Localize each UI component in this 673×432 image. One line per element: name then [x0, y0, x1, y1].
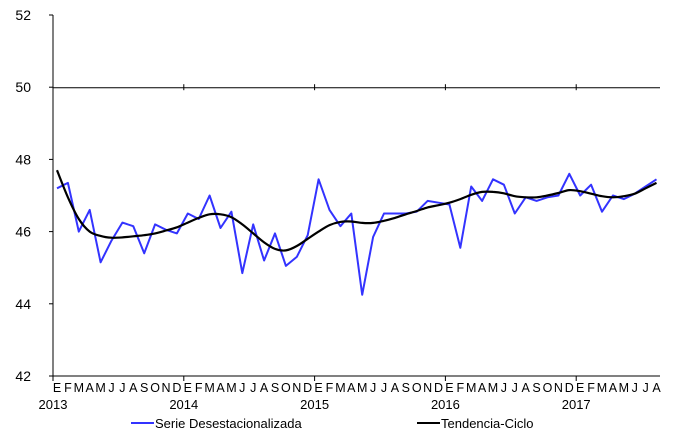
x-month-label: E — [53, 381, 61, 395]
x-axis-ticks — [52, 84, 577, 381]
x-month-label: J — [370, 381, 376, 395]
y-tick-label: 48 — [15, 151, 31, 167]
x-month-label: O — [281, 381, 291, 395]
x-month-label: D — [172, 381, 181, 395]
x-month-label: M — [597, 381, 607, 395]
x-month-label: M — [226, 381, 236, 395]
x-month-label: N — [423, 381, 432, 395]
x-month-label: J — [642, 381, 648, 395]
y-tick-label: 46 — [15, 224, 31, 240]
series-line-serie-desestacionalizada — [56, 172, 658, 296]
x-month-label: O — [543, 381, 553, 395]
x-month-label: J — [108, 381, 114, 395]
y-tick-label: 42 — [15, 368, 31, 384]
x-month-label: N — [292, 381, 301, 395]
x-year-label: 2016 — [431, 397, 460, 412]
x-month-label: M — [74, 381, 84, 395]
series-layer — [55, 169, 658, 296]
series-line-tendencia-ciclo — [55, 169, 657, 252]
x-month-label: D — [303, 381, 312, 395]
y-tick-label: 44 — [15, 296, 31, 312]
x-month-label: J — [381, 381, 387, 395]
plot-area — [52, 15, 660, 377]
x-month-label: O — [150, 381, 160, 395]
x-month-label: D — [565, 381, 574, 395]
x-month-label: F — [195, 381, 203, 395]
x-month-label: M — [357, 381, 367, 395]
x-month-label: N — [554, 381, 563, 395]
x-month-label: M — [204, 381, 214, 395]
x-month-label: E — [184, 381, 192, 395]
x-month-label: E — [314, 381, 322, 395]
x-month-label: A — [522, 381, 531, 395]
x-month-label: A — [129, 381, 138, 395]
x-month-label: A — [478, 381, 487, 395]
x-month-label: J — [632, 381, 638, 395]
x-month-label: J — [501, 381, 507, 395]
x-month-label: A — [347, 381, 356, 395]
x-month-label: S — [402, 381, 410, 395]
y-tick-label: 52 — [15, 7, 31, 23]
x-year-label: 2015 — [300, 397, 329, 412]
x-month-label: A — [391, 381, 400, 395]
legend-label-tendencia: Tendencia-Ciclo — [441, 416, 534, 431]
x-month-label: M — [619, 381, 629, 395]
x-month-label: F — [326, 381, 334, 395]
y-axis-ticks: 42 44 46 48 50 52 — [15, 7, 53, 384]
x-month-label: O — [412, 381, 422, 395]
x-month-label: F — [587, 381, 595, 395]
x-year-label: 2017 — [562, 397, 591, 412]
x-year-label: 2013 — [39, 397, 68, 412]
x-month-label: A — [260, 381, 269, 395]
x-month-label: S — [532, 381, 540, 395]
legend-label-serie: Serie Desestacionalizada — [155, 416, 302, 431]
x-month-label: A — [609, 381, 618, 395]
x-month-label: M — [466, 381, 476, 395]
x-month-label: E — [576, 381, 584, 395]
x-month-label: E — [445, 381, 453, 395]
x-month-label: A — [216, 381, 225, 395]
x-month-label: J — [239, 381, 245, 395]
x-month-label: A — [86, 381, 95, 395]
x-month-label: A — [652, 381, 661, 395]
x-month-label: S — [271, 381, 279, 395]
y-tick-label: 50 — [15, 79, 31, 95]
x-month-label: J — [512, 381, 518, 395]
x-month-label: D — [434, 381, 443, 395]
x-month-label: F — [456, 381, 464, 395]
x-month-label: J — [250, 381, 256, 395]
legend: Serie Desestacionalizada Tendencia-Ciclo — [131, 416, 534, 431]
x-month-label: M — [95, 381, 105, 395]
x-month-label: F — [64, 381, 72, 395]
x-month-label: S — [140, 381, 148, 395]
x-month-label: M — [488, 381, 498, 395]
x-month-label: N — [161, 381, 170, 395]
x-year-label: 2014 — [169, 397, 198, 412]
x-month-label: M — [335, 381, 345, 395]
x-month-label: J — [119, 381, 125, 395]
